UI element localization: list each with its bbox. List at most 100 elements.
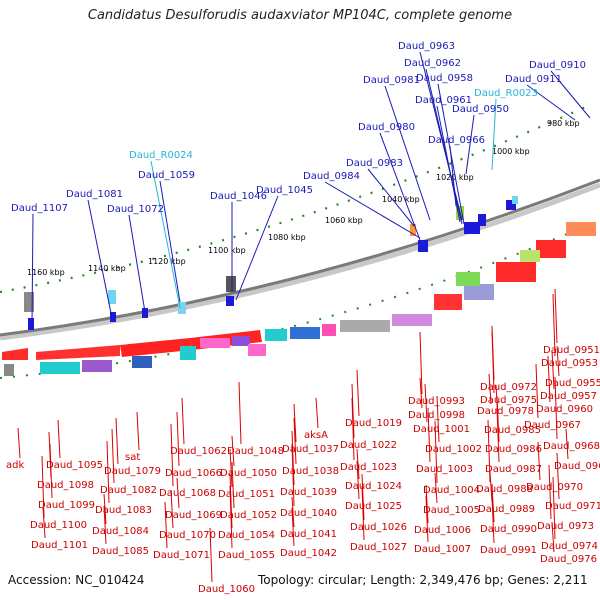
bottom-connector (419, 377, 423, 409)
bottom-connector (551, 521, 555, 553)
bottom-connector (436, 395, 440, 443)
reverse-gene-label: Daud_1068 (159, 488, 216, 499)
reverse-strand-band (2, 222, 596, 376)
reverse-gene-label: Daud_0987 (485, 464, 542, 475)
bottom-connector (552, 476, 556, 540)
reverse-gene-label: Daud_1027 (350, 542, 407, 553)
reverse-gene-label: Daud_1066 (165, 468, 222, 479)
reverse-gene-label: Daud_1004 (423, 485, 480, 496)
reverse-gene-label: Daud_0978 (477, 406, 534, 417)
bottom-connector (361, 485, 365, 541)
tick-label: 1100 kbp (208, 246, 246, 255)
reverse-gene-label: Daud_1038 (282, 466, 339, 477)
bottom-connector (238, 381, 242, 445)
tick-labels: 980 kbp 1000 kbp 1020 kbp 1040 kbp 1060 kbp 1… (27, 119, 580, 277)
forward-gene-label: Daud_0966 (428, 135, 485, 146)
bottom-connector (136, 411, 140, 451)
reverse-gene-label: Daud_1101 (31, 540, 88, 551)
reverse-gene-label: Daud_0972 (480, 382, 537, 393)
top-connector (235, 195, 279, 301)
reverse-gene-label: Daud_1069 (165, 510, 222, 521)
reverse-gene-label: Daud_0988 (476, 484, 533, 495)
bottom-connector (229, 485, 233, 549)
tick-label: 980 kbp (547, 119, 580, 128)
outer-tick-ring (0, 103, 591, 294)
bottom-connector (554, 288, 558, 344)
tick-label: 1000 kbp (492, 147, 530, 156)
accession: Accession: NC_010424 (8, 573, 145, 587)
tick-label: 1040 kbp (382, 195, 420, 204)
forward-gene-label: Daud_0963 (398, 41, 455, 52)
reverse-gene-label: Daud_1003 (416, 464, 473, 475)
tick-label: 1080 kbp (268, 233, 306, 242)
bottom-connector (351, 383, 355, 439)
reverse-gene-label: Daud_0967 (524, 420, 581, 431)
bottom-connector (291, 443, 295, 507)
forward-gene-label: Daud_R0023 (474, 88, 538, 99)
bottom-connector (427, 407, 431, 463)
forward-gene-label: Daud_0958 (416, 73, 473, 84)
reverse-gene-label: Daud_0985 (484, 425, 541, 436)
bottom-connector (488, 373, 492, 405)
forward-gene-labels: Daud_0910Daud_0911Daud_R0023Daud_0950Dau… (11, 41, 586, 215)
bottom-connector (487, 419, 491, 483)
reverse-gene-label: Daud_1095 (46, 460, 103, 471)
tick-label: 1060 kbp (325, 216, 363, 225)
bottom-connector (164, 501, 168, 549)
forward-gene-label: Daud_1072 (107, 204, 164, 215)
bottom-connector (552, 293, 556, 357)
top-connector (87, 199, 113, 319)
top-connector (379, 132, 421, 241)
bottom-connector-lines (17, 288, 569, 583)
bottom-connector (293, 417, 297, 465)
reverse-gene-label: Daud_1050 (220, 468, 277, 479)
reverse-gene-label: Daud_0991 (480, 545, 537, 556)
reverse-gene-label: Daud_1060 (198, 584, 255, 595)
bottom-connector (496, 407, 500, 463)
reverse-gene-label: Daud_1054 (218, 530, 275, 541)
genome-backbone-shadow (0, 182, 600, 341)
bottom-connector (291, 430, 295, 486)
bottom-connector (356, 448, 360, 480)
top-connector (449, 145, 457, 207)
reverse-gene-labels: adk Daud_1095 Daud_1098 Daud_1099 Daud_1100 D… (6, 345, 600, 595)
top-connector-lines (31, 51, 591, 327)
bottom-connector (434, 472, 438, 504)
reverse-gene-label: Daud_1040 (280, 508, 337, 519)
top-connector (324, 181, 421, 239)
top-connector (465, 114, 475, 175)
bottom-connector (17, 427, 21, 459)
bottom-connector (293, 403, 297, 443)
bottom-connector (434, 420, 438, 484)
top-connector (491, 98, 497, 171)
top-connector (425, 68, 463, 225)
bottom-connector (315, 397, 319, 429)
top-connector (526, 84, 576, 121)
reverse-gene-label: Daud_1070 (159, 530, 216, 541)
reverse-gene-label: Daud_0973 (537, 521, 594, 532)
bottom-connector (291, 496, 295, 528)
forward-gene-label: Daud_1045 (256, 185, 313, 196)
bottom-connector (49, 443, 53, 499)
top-connector (159, 180, 181, 303)
bottom-connector (425, 495, 429, 543)
reverse-gene-label: Daud_1005 (423, 505, 480, 516)
bottom-connector (41, 455, 45, 519)
bottom-connector (535, 363, 539, 419)
reverse-gene-label: Daud_1098 (37, 480, 94, 491)
reverse-gene-label: Daud_1051 (218, 489, 275, 500)
tick-label: 1160 kbp (27, 268, 65, 277)
forward-gene-label: Daud_0910 (529, 60, 586, 71)
reverse-gene-label: Daud_0969 (554, 461, 600, 472)
bottom-connector (57, 419, 61, 459)
reverse-gene-label: Daud_1001 (413, 424, 470, 435)
reverse-gene-label: Daud_0990 (480, 524, 537, 535)
bottom-connector (231, 461, 235, 509)
reverse-gene-label: adk (6, 460, 24, 471)
bottom-connector (565, 428, 569, 460)
reverse-gene-label: Daud_1024 (345, 481, 402, 492)
reverse-gene-label: Daud_1100 (30, 520, 87, 531)
bottom-connector (554, 376, 558, 440)
bottom-connector (419, 331, 423, 395)
